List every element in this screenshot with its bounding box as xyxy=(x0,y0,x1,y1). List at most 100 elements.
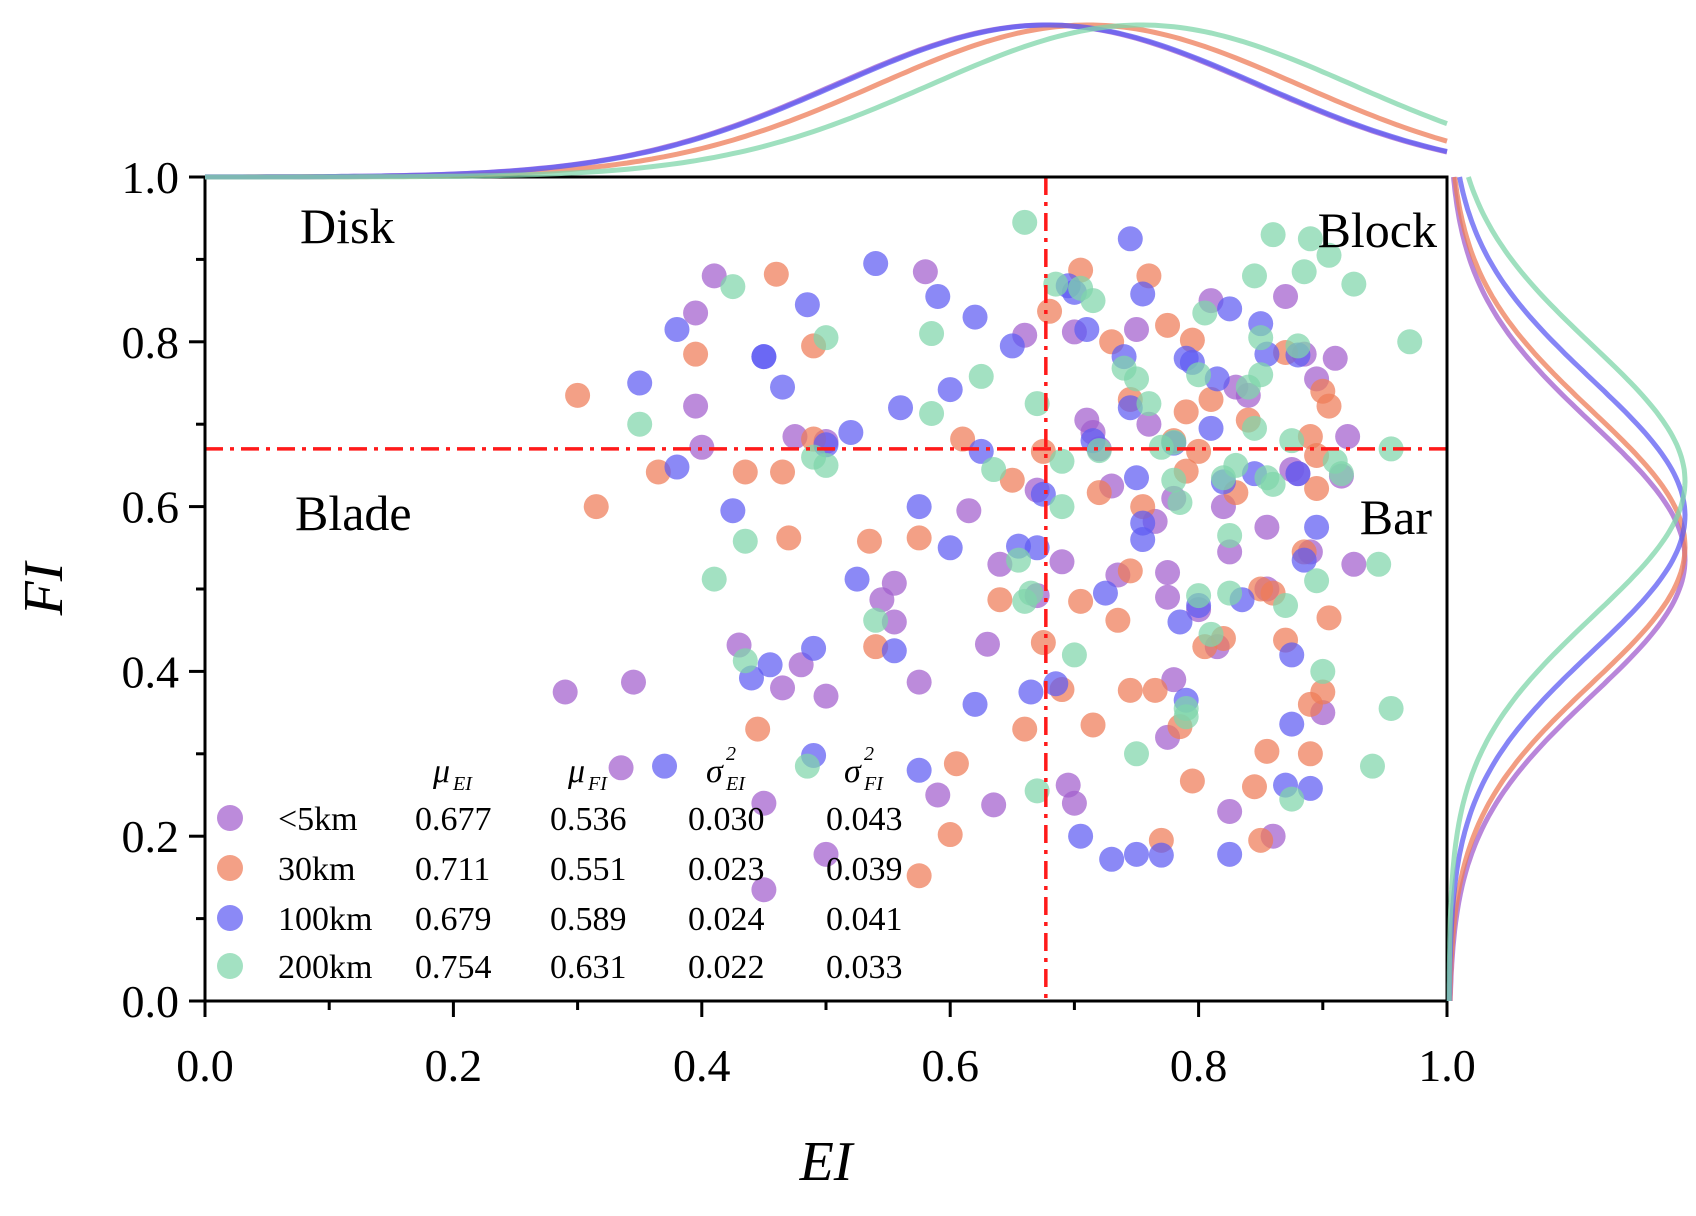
data-point xyxy=(683,393,709,419)
data-point xyxy=(745,716,771,742)
data-point xyxy=(1322,345,1348,371)
data-point xyxy=(1341,271,1367,297)
data-point xyxy=(813,452,839,478)
data-point xyxy=(1099,846,1125,872)
top-density-curve-3 xyxy=(205,22,1448,180)
legend-header: σ xyxy=(844,753,862,790)
data-point xyxy=(881,609,907,635)
legend-header-sub: EI xyxy=(452,773,473,795)
legend-marker xyxy=(217,855,243,881)
data-point xyxy=(1397,329,1423,355)
data-point xyxy=(1273,283,1299,309)
data-point xyxy=(1049,494,1075,520)
region-label-blade: Blade xyxy=(295,485,412,541)
legend-stat-value: 0.679 xyxy=(415,901,492,938)
data-point xyxy=(583,494,609,520)
y-tick-label: 0.8 xyxy=(122,317,180,368)
region-label-disk: Disk xyxy=(300,198,394,254)
x-tick-label: 0.8 xyxy=(1170,1040,1228,1091)
data-point xyxy=(1198,386,1224,412)
data-point xyxy=(1155,584,1181,610)
data-point xyxy=(906,863,932,889)
data-point xyxy=(701,566,727,592)
data-point xyxy=(1291,547,1317,573)
y-axis-title: FI xyxy=(13,560,75,616)
data-point xyxy=(1192,300,1218,326)
data-point xyxy=(987,551,1013,577)
data-point xyxy=(974,631,1000,657)
data-point xyxy=(881,638,907,664)
data-point xyxy=(1068,588,1094,614)
data-point xyxy=(906,494,932,520)
data-point xyxy=(1105,607,1131,633)
threshold-lines xyxy=(205,177,1447,1001)
right-density-curves xyxy=(1446,176,1688,1002)
data-point xyxy=(757,652,783,678)
legend-header: μ xyxy=(432,753,450,790)
data-point xyxy=(763,261,789,287)
data-point xyxy=(1328,461,1354,487)
data-point xyxy=(1043,271,1069,297)
data-point xyxy=(627,411,653,437)
scatter-points xyxy=(552,209,1423,903)
data-point xyxy=(1285,461,1311,487)
region-label-bar: Bar xyxy=(1360,489,1433,545)
data-point xyxy=(1359,753,1385,779)
data-point xyxy=(1217,580,1243,606)
data-point xyxy=(1124,366,1149,392)
data-point xyxy=(813,683,839,709)
data-point xyxy=(1024,391,1050,417)
data-point xyxy=(1217,522,1243,548)
data-point xyxy=(1061,642,1087,668)
data-point xyxy=(732,648,758,674)
data-point xyxy=(1304,568,1330,594)
data-point xyxy=(925,283,951,309)
data-point xyxy=(1136,391,1162,417)
legend-marker xyxy=(217,805,243,831)
legend: μ EI μ FI σ 2EI σ 2FI<5km 0.677 0.536 0.030 0.04330… xyxy=(217,743,903,986)
data-point xyxy=(912,259,938,285)
axis-titles: EI FI xyxy=(13,560,855,1193)
legend-header: μ xyxy=(567,753,585,790)
legend-stat-value: 0.536 xyxy=(550,801,627,838)
data-point xyxy=(776,525,802,551)
data-point xyxy=(1037,298,1063,324)
series-1-points xyxy=(565,257,1342,889)
legend-header-sub: EI xyxy=(725,773,746,795)
data-point xyxy=(987,587,1013,613)
data-point xyxy=(1223,452,1249,478)
right-density-curve-3 xyxy=(1446,176,1688,1001)
data-point xyxy=(1074,316,1100,342)
legend-stat-value: 0.039 xyxy=(826,851,903,888)
data-point xyxy=(1279,642,1305,668)
x-tick-label: 0.2 xyxy=(425,1040,483,1091)
data-point xyxy=(1068,823,1094,849)
data-point xyxy=(1279,711,1305,737)
data-point xyxy=(751,877,777,903)
data-point xyxy=(844,566,870,592)
legend-series-name: 200km xyxy=(278,949,372,986)
data-point xyxy=(919,400,945,426)
data-point xyxy=(1043,671,1069,697)
data-point xyxy=(956,498,982,524)
region-labels: Disk Block Blade Bar xyxy=(295,198,1437,545)
data-point xyxy=(1304,475,1330,501)
legend-stat-value: 0.551 xyxy=(550,851,627,888)
x-tick-label: 1.0 xyxy=(1418,1040,1476,1091)
data-point xyxy=(937,535,963,561)
series-0-points xyxy=(552,259,1367,903)
data-point xyxy=(1186,583,1212,609)
legend-header-sub: FI xyxy=(863,773,884,795)
data-point xyxy=(999,333,1025,359)
data-point xyxy=(1124,841,1149,867)
data-point xyxy=(1148,842,1174,868)
data-point xyxy=(1080,288,1106,314)
legend-marker xyxy=(217,953,243,979)
legend-stat-value: 0.041 xyxy=(826,901,903,938)
legend-stat-value: 0.631 xyxy=(550,949,627,986)
data-point xyxy=(968,438,994,464)
data-point xyxy=(937,377,963,403)
data-point xyxy=(782,424,808,450)
data-point xyxy=(1018,679,1044,705)
data-point xyxy=(1241,415,1267,441)
